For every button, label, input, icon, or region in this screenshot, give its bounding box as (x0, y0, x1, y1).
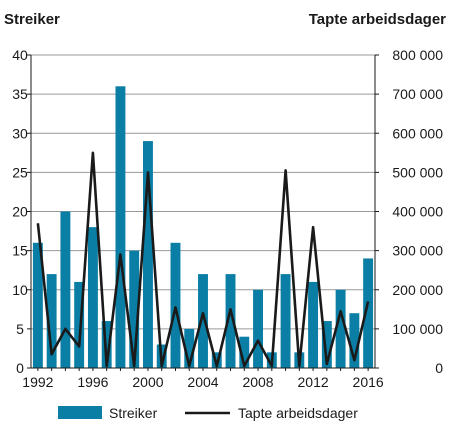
y-right-tick-label: 0 (435, 360, 443, 376)
bar-1996 (87, 227, 98, 368)
y-left-tick-label: 0 (16, 360, 24, 376)
legend-label-tapte-arbeidsdager: Tapte arbeidsdager (238, 405, 358, 421)
legend: Streiker Tapte arbeidsdager (58, 405, 358, 421)
right-axis-title: Tapte arbeidsdager (309, 11, 446, 28)
legend-label-streiker: Streiker (109, 405, 158, 421)
y-right-tick-label: 300 000 (392, 243, 443, 259)
bar-1998 (115, 86, 126, 369)
bar-2007 (239, 336, 250, 368)
bar-2004 (198, 274, 208, 368)
y-right-tick-label: 100 000 (392, 321, 443, 337)
bar-2016 (363, 258, 374, 368)
legend-swatch-streiker (58, 406, 102, 419)
x-tick-label: 2008 (242, 374, 273, 390)
bar-2013 (321, 321, 332, 368)
y-left-tick-label: 30 (12, 125, 28, 141)
bar-1992 (32, 242, 43, 368)
y-left-tick-label: 5 (16, 321, 24, 337)
bar-1997 (101, 321, 112, 368)
y-right-tick-label: 500 000 (392, 164, 443, 180)
bar-1993 (46, 274, 57, 368)
y-right-tick-label: 700 000 (392, 86, 443, 102)
bar-2008 (253, 289, 263, 368)
bar-2003 (184, 328, 195, 368)
bar-2010 (280, 274, 291, 368)
bar-2012 (308, 281, 319, 368)
bar-1994 (60, 211, 71, 368)
bar-1995 (74, 281, 85, 368)
x-tick-label: 2012 (298, 374, 329, 390)
x-tick-label: 2000 (132, 374, 163, 390)
axes: 0 0 5 100 000 10 200 000 15 300 000 20 400 000 25 5… (12, 47, 443, 390)
bar-2014 (335, 289, 346, 368)
y-right-tick-label: 200 000 (392, 282, 443, 298)
left-axis-title: Streiker (4, 11, 60, 28)
y-left-tick-label: 20 (12, 204, 28, 220)
bar-2006 (225, 274, 236, 368)
x-tick-label: 1992 (22, 374, 53, 390)
bar-2015 (349, 313, 360, 368)
bar-2002 (170, 242, 181, 368)
x-tick-label: 2016 (353, 374, 384, 390)
y-right-tick-label: 600 000 (392, 125, 443, 141)
y-left-tick-label: 40 (12, 47, 28, 63)
y-left-tick-label: 10 (12, 282, 28, 298)
y-right-tick-label: 800 000 (392, 47, 443, 63)
x-tick-label: 1996 (77, 374, 108, 390)
y-right-tick-label: 400 000 (392, 204, 443, 220)
x-tick-label: 2004 (187, 374, 218, 390)
bar-2000 (143, 141, 153, 368)
line-tapte-arbeidsdager (36, 151, 370, 368)
y-left-tick-label: 25 (12, 164, 28, 180)
line-series-tapte-arbeidsdager (36, 151, 370, 368)
bar-2005 (211, 352, 222, 368)
y-left-tick-label: 15 (12, 243, 28, 259)
y-left-tick-label: 35 (12, 86, 28, 102)
bar-1999 (129, 250, 140, 368)
